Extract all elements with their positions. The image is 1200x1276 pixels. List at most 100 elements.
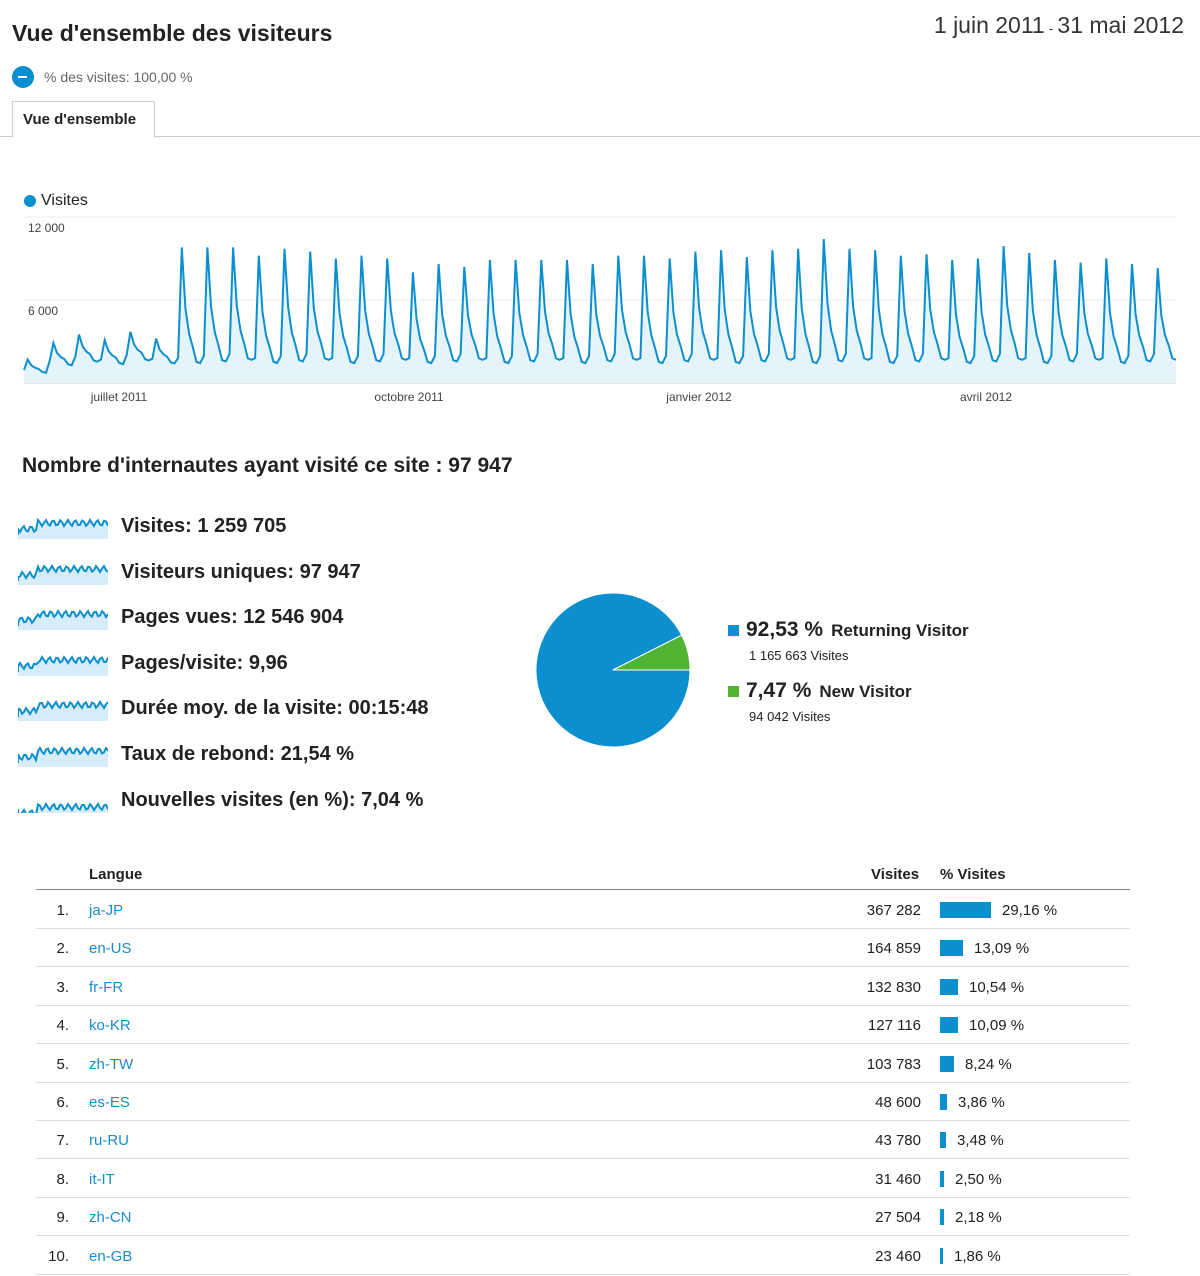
metric-pageviews[interactable]: Pages vues: 12 546 904 [18, 602, 343, 632]
col-header-pct-visits[interactable]: % Visites [940, 866, 1006, 883]
row-language-link[interactable]: zh-TW [89, 1055, 134, 1073]
legend-pct: 7,47 % [746, 679, 812, 702]
chart-legend[interactable]: Visites [24, 192, 88, 210]
sparkline-line [18, 517, 108, 535]
date-start: 1 juin 2011 [933, 12, 1045, 38]
row-pct-label: 8,24 % [965, 1055, 1012, 1073]
row-rank: 7. [56, 1132, 69, 1150]
sparkline-line [18, 700, 108, 717]
pie-legend-new[interactable]: 7,47 % New Visitor 94 042 Visites [728, 679, 912, 724]
tab-overview[interactable]: Vue d'ensemble [12, 101, 155, 138]
row-pct-bar [940, 1132, 946, 1149]
sparkline-visits [18, 517, 108, 539]
row-language-link[interactable]: fr-FR [89, 978, 124, 996]
pie-slice-new [612, 634, 691, 671]
table-row[interactable]: 5. zh-TW 103 783 8,24 % [36, 1045, 1130, 1083]
sparkline-bounce-rate [18, 746, 108, 767]
metric-visits[interactable]: Visites: 1 259 705 [18, 511, 286, 541]
metric-new-visits[interactable]: Nouvelles visites (en %): 7,04 % [18, 785, 423, 815]
row-pct-bar [940, 978, 958, 995]
row-visits: 132 830 [866, 978, 921, 996]
row-visits: 367 282 [866, 902, 921, 919]
row-rank: 6. [56, 1094, 69, 1111]
table-row[interactable]: 8. it-IT 31 460 2,50 % [36, 1160, 1130, 1198]
tab-bar-rule [0, 136, 1200, 137]
table-row[interactable]: 2. en-US 164 859 13,09 % [36, 929, 1130, 968]
row-language-link[interactable]: it-IT [89, 1170, 115, 1188]
table-row[interactable]: 9. zh-CN 27 504 2,18 % [36, 1198, 1130, 1237]
pie-legend-returning[interactable]: 92,53 % Returning Visitor 1 165 663 Visi… [728, 618, 969, 663]
row-rank: 5. [56, 1055, 69, 1073]
row-language-link[interactable]: es-ES [89, 1094, 130, 1111]
table-row[interactable]: 10. en-GB 23 460 1,86 % [36, 1237, 1130, 1275]
row-pct-bar [940, 940, 963, 957]
metric-pages-per-visit[interactable]: Pages/visite: 9,96 [18, 648, 288, 678]
segment-icon [12, 66, 34, 88]
row-language-link[interactable]: ja-JP [89, 902, 124, 919]
sparkline-new-visits [18, 802, 108, 813]
visits-line [23, 239, 1177, 374]
row-pct-bar [940, 902, 991, 918]
row-language-link[interactable]: zh-CN [89, 1209, 132, 1227]
visits-line-chart[interactable]: 12 000 6 000 juillet 2011 octobre 2011 j… [0, 210, 1200, 410]
row-pct-bar [940, 1170, 944, 1187]
legend-label: Visites [41, 192, 88, 209]
row-pct-bar [940, 1247, 943, 1264]
row-rank: 8. [56, 1170, 69, 1188]
sparkline-area [18, 748, 108, 767]
table-row[interactable]: 6. es-ES 48 600 3,86 % [36, 1083, 1130, 1121]
table-row[interactable]: 1. ja-JP 367 282 29,16 % [36, 891, 1130, 929]
metric-label: Nouvelles visites (en %): 7,04 % [121, 788, 424, 811]
date-separator: - [1048, 20, 1054, 36]
x-tick-label: avril 2012 [960, 390, 1012, 404]
x-tick-label: octobre 2011 [374, 390, 443, 404]
metric-avg-duration[interactable]: Durée moy. de la visite: 00:15:48 [18, 693, 429, 723]
x-tick-label: janvier 2012 [665, 390, 732, 404]
sparkline-area [18, 702, 108, 721]
row-pct-label: 1,86 % [954, 1247, 1001, 1265]
row-rank: 1. [56, 902, 69, 919]
row-language-link[interactable]: ru-RU [89, 1132, 129, 1150]
row-visits: 127 116 [867, 1017, 921, 1035]
table-header-rule [36, 889, 1130, 890]
row-language-link[interactable]: en-GB [89, 1247, 133, 1265]
visits-area [24, 239, 1176, 383]
segment-selector[interactable]: % des visites: 100,00 % [12, 66, 193, 88]
row-visits: 103 783 [866, 1055, 921, 1073]
table-row[interactable]: 7. ru-RU 43 780 3,48 % [36, 1121, 1130, 1160]
row-language-link[interactable]: en-US [89, 940, 132, 958]
col-header-language[interactable]: Langue [89, 866, 143, 883]
legend-pct: 92,53 % [746, 618, 824, 641]
row-visits: 31 460 [875, 1170, 921, 1188]
sparkline-line [18, 655, 108, 672]
y-tick-label: 6 000 [28, 304, 58, 318]
sparkline-line [18, 609, 108, 626]
metric-label: Durée moy. de la visite: 00:15:48 [121, 696, 429, 719]
row-pct-bar [940, 1094, 947, 1110]
metric-label: Pages vues: 12 546 904 [121, 605, 344, 628]
row-visits: 43 780 [875, 1132, 921, 1150]
row-rank: 10. [48, 1247, 69, 1265]
segment-label: % des visites: 100,00 % [44, 69, 193, 85]
metric-label: Visites: 1 259 705 [121, 514, 287, 537]
row-visits: 164 859 [866, 940, 921, 958]
date-range[interactable]: 1 juin 2011-31 mai 2012 [934, 12, 1184, 39]
row-pct-label: 3,48 % [957, 1132, 1004, 1150]
table-row[interactable]: 4. ko-KR 127 116 10,09 % [36, 1006, 1130, 1045]
col-header-visits[interactable]: Visites [871, 866, 920, 883]
metric-unique-visitors[interactable]: Visiteurs uniques: 97 947 [18, 557, 361, 587]
row-pct-bar [940, 1017, 958, 1034]
row-pct-label: 2,50 % [955, 1170, 1002, 1188]
table-row[interactable]: 3. fr-FR 132 830 10,54 % [36, 968, 1130, 1006]
page-title: Vue d'ensemble des visiteurs [12, 20, 333, 46]
row-pct-label: 10,09 % [969, 1017, 1025, 1035]
row-language-link[interactable]: ko-KR [89, 1017, 131, 1035]
y-tick-label: 12 000 [28, 221, 65, 235]
sparkline-area [18, 566, 108, 585]
row-rank: 9. [56, 1209, 69, 1227]
row-pct-label: 13,09 % [974, 940, 1030, 958]
row-pct-label: 10,54 % [969, 978, 1025, 996]
visitor-type-pie-chart[interactable] [533, 590, 693, 750]
metric-bounce-rate[interactable]: Taux de rebond: 21,54 % [18, 739, 354, 769]
sparkline-line [18, 746, 108, 763]
